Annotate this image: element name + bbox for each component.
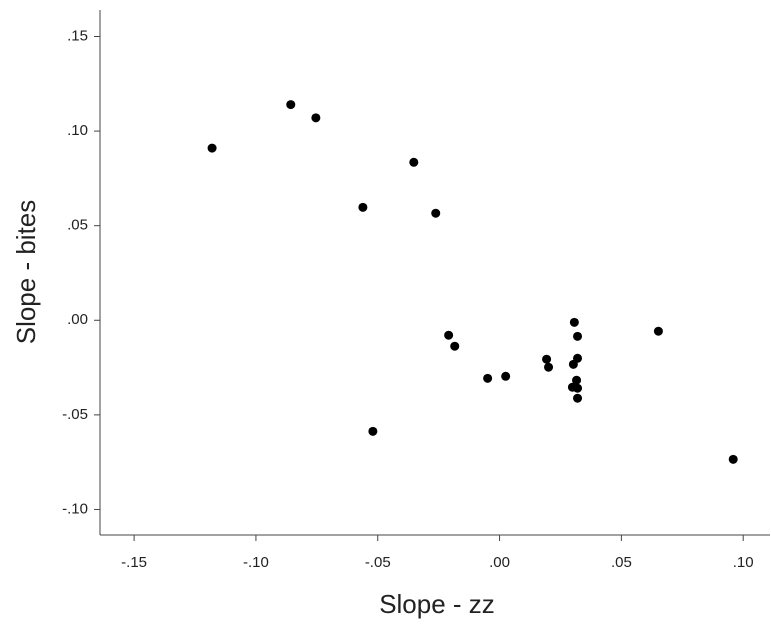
x-axis-title: Slope - zz xyxy=(379,589,495,619)
point xyxy=(311,113,321,123)
point xyxy=(542,354,552,364)
point xyxy=(368,426,378,436)
point xyxy=(207,143,217,153)
y-tick-label: .00 xyxy=(67,311,88,328)
point xyxy=(573,383,583,393)
point xyxy=(358,202,368,212)
y-axis-title: Slope - bites xyxy=(11,200,41,345)
point xyxy=(568,359,578,369)
point xyxy=(286,100,296,110)
y-tick-label: .15 xyxy=(67,27,88,44)
point xyxy=(544,362,554,372)
point xyxy=(573,331,583,341)
x-tick-label: -.10 xyxy=(243,554,269,571)
y-tick-label: .10 xyxy=(67,122,88,139)
point xyxy=(728,454,738,464)
y-tick-label: .05 xyxy=(67,217,88,234)
point xyxy=(431,208,441,218)
point xyxy=(572,375,582,385)
y-tick-label: -.05 xyxy=(62,406,88,423)
point xyxy=(444,330,454,340)
x-tick-label: .00 xyxy=(489,554,510,571)
x-tick-label: -.05 xyxy=(365,554,391,571)
point xyxy=(483,373,493,383)
x-tick-label: .10 xyxy=(733,554,754,571)
point xyxy=(573,393,583,403)
point xyxy=(569,317,579,327)
point xyxy=(450,341,460,351)
x-tick-label: -.15 xyxy=(121,554,147,571)
x-tick-label: .05 xyxy=(611,554,632,571)
point xyxy=(501,371,511,381)
y-tick-label: -.10 xyxy=(62,500,88,517)
point xyxy=(653,326,663,336)
point xyxy=(409,157,419,167)
